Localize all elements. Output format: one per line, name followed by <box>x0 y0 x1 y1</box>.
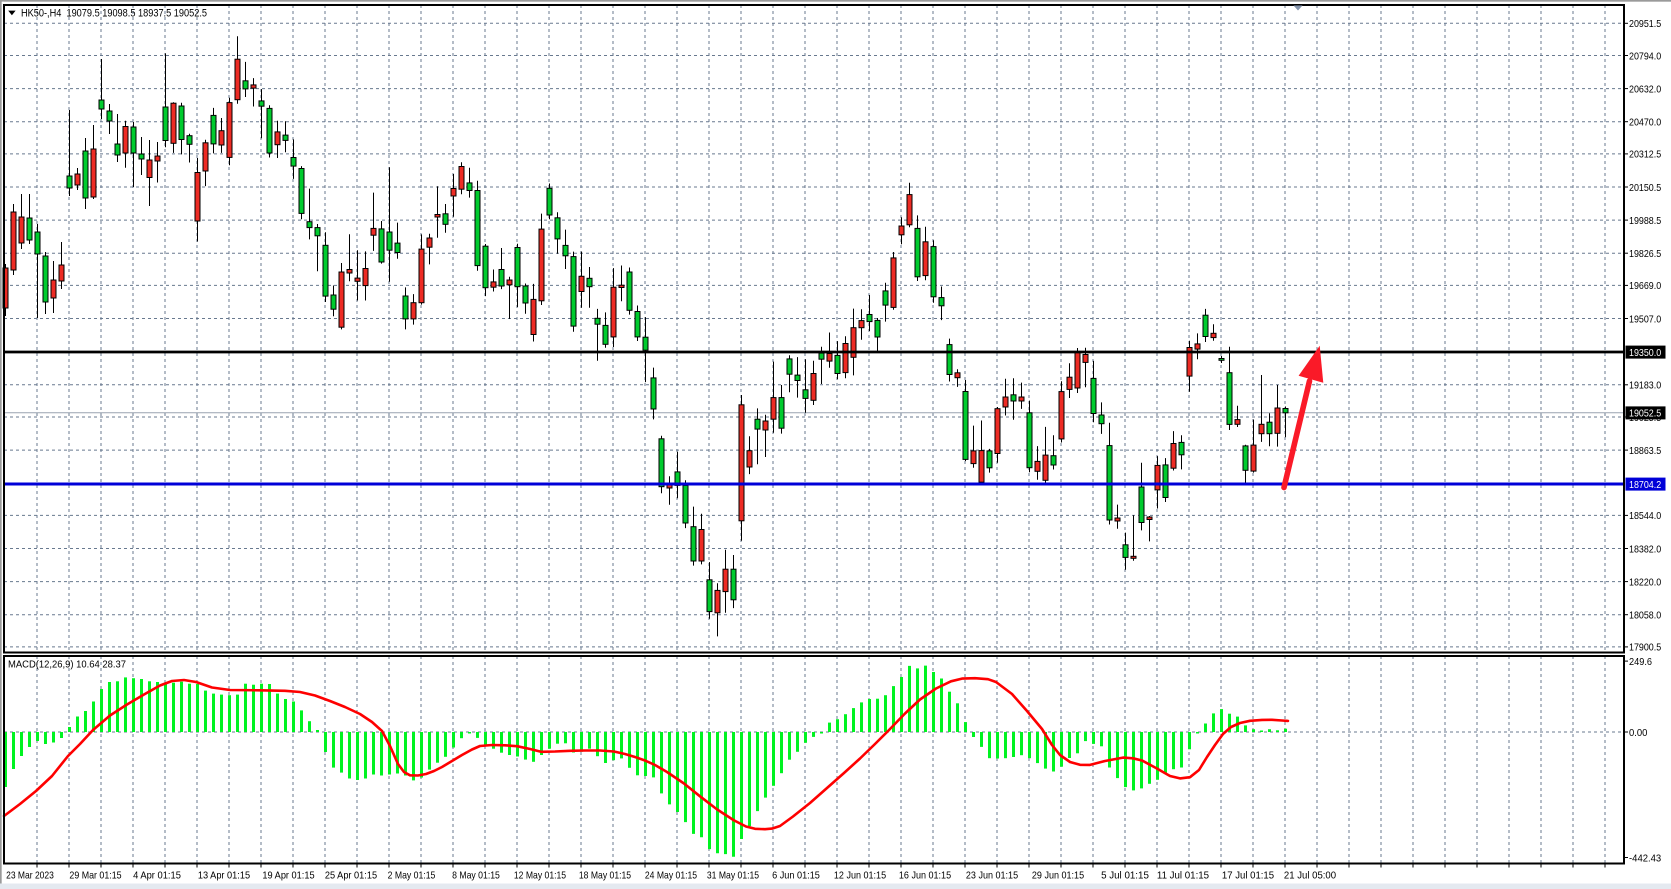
svg-text:HK50-,H4 19079.5 19098.5 1893: HK50-,H4 19079.5 19098.5 18937.5 19052.5 <box>21 8 207 20</box>
svg-text:18704.2: 18704.2 <box>1629 480 1661 491</box>
svg-text:-442.43: -442.43 <box>1629 853 1661 864</box>
svg-text:17 Jul 01:15: 17 Jul 01:15 <box>1222 871 1274 882</box>
svg-text:23 Mar 2023: 23 Mar 2023 <box>6 871 54 882</box>
svg-text:4 Apr 01:15: 4 Apr 01:15 <box>133 871 181 882</box>
svg-text:0.00: 0.00 <box>1629 728 1648 739</box>
svg-text:5 Jul 01:15: 5 Jul 01:15 <box>1101 871 1149 882</box>
svg-text:2 May 01:15: 2 May 01:15 <box>388 871 436 882</box>
svg-text:18220.0: 18220.0 <box>1629 577 1661 588</box>
svg-text:16 Jun 01:15: 16 Jun 01:15 <box>899 871 951 882</box>
svg-text:19669.0: 19669.0 <box>1629 281 1661 292</box>
svg-text:21 Jul 05:00: 21 Jul 05:00 <box>1284 871 1336 882</box>
svg-text:19988.5: 19988.5 <box>1629 216 1661 227</box>
svg-text:19507.0: 19507.0 <box>1629 314 1661 325</box>
svg-text:20470.0: 20470.0 <box>1629 118 1661 129</box>
svg-text:18382.0: 18382.0 <box>1629 544 1661 555</box>
svg-text:249.6: 249.6 <box>1629 657 1652 668</box>
svg-text:8 May 01:15: 8 May 01:15 <box>452 871 500 882</box>
svg-text:31 May 01:15: 31 May 01:15 <box>707 871 759 882</box>
svg-text:23 Jun 01:15: 23 Jun 01:15 <box>966 871 1018 882</box>
svg-text:17900.5: 17900.5 <box>1629 643 1661 654</box>
svg-text:19052.5: 19052.5 <box>1629 409 1661 420</box>
svg-text:29 Mar 01:15: 29 Mar 01:15 <box>69 871 121 882</box>
svg-text:MACD(12,26,9) 10.64 28.37: MACD(12,26,9) 10.64 28.37 <box>8 660 126 671</box>
svg-text:19183.0: 19183.0 <box>1629 381 1661 392</box>
svg-text:20794.0: 20794.0 <box>1629 51 1661 62</box>
svg-text:6 Jun 01:15: 6 Jun 01:15 <box>772 871 820 882</box>
svg-text:29 Jun 01:15: 29 Jun 01:15 <box>1032 871 1084 882</box>
svg-text:19350.0: 19350.0 <box>1629 348 1661 359</box>
svg-text:11 Jul 01:15: 11 Jul 01:15 <box>1157 871 1209 882</box>
svg-text:12 May 01:15: 12 May 01:15 <box>514 871 566 882</box>
svg-text:20312.5: 20312.5 <box>1629 150 1661 161</box>
svg-text:20632.0: 20632.0 <box>1629 84 1661 95</box>
svg-text:20951.5: 20951.5 <box>1629 19 1661 30</box>
svg-text:12 Jun 01:15: 12 Jun 01:15 <box>834 871 886 882</box>
svg-text:19826.5: 19826.5 <box>1629 249 1661 260</box>
svg-text:13 Apr 01:15: 13 Apr 01:15 <box>198 871 250 882</box>
svg-text:24 May 01:15: 24 May 01:15 <box>645 871 697 882</box>
svg-text:19 Apr 01:15: 19 Apr 01:15 <box>262 871 314 882</box>
svg-text:25 Apr 01:15: 25 Apr 01:15 <box>325 871 377 882</box>
svg-text:18863.5: 18863.5 <box>1629 446 1661 457</box>
svg-text:18544.0: 18544.0 <box>1629 511 1661 522</box>
svg-text:18 May 01:15: 18 May 01:15 <box>579 871 631 882</box>
svg-text:20150.5: 20150.5 <box>1629 183 1661 194</box>
svg-text:18058.0: 18058.0 <box>1629 611 1661 622</box>
